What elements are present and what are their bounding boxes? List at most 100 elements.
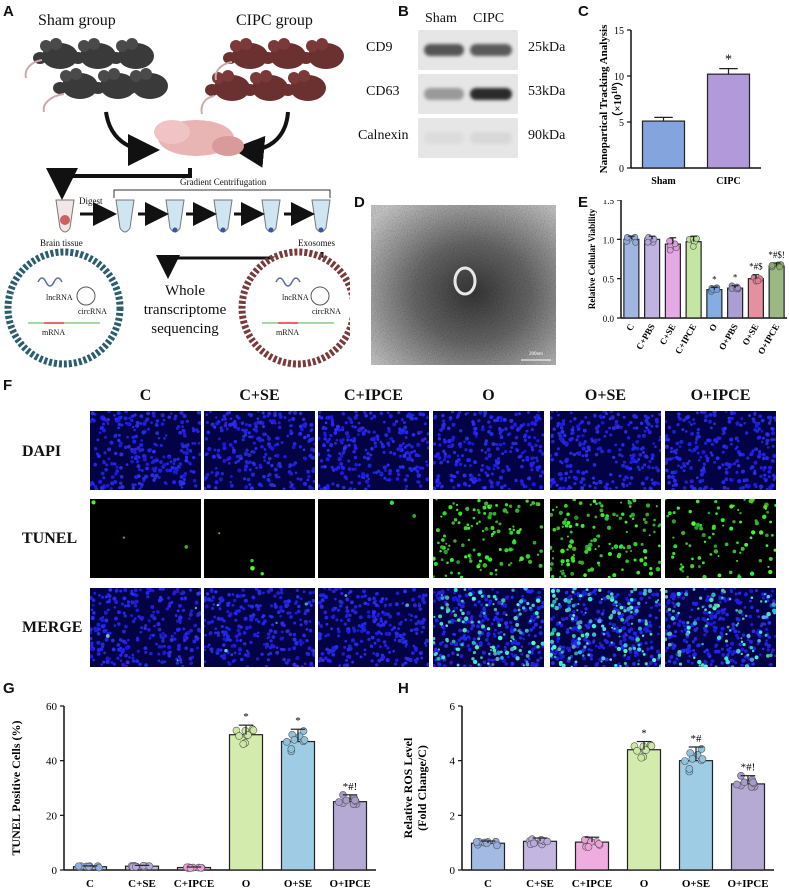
- nucleus: [587, 448, 591, 452]
- nucleus: [570, 436, 574, 441]
- tunel-positive-cell: [491, 645, 496, 650]
- nucleus: [354, 642, 358, 646]
- tunel-positive-cell: [517, 504, 521, 509]
- nucleus: [299, 618, 303, 622]
- nucleus: [495, 611, 500, 616]
- tunel-positive-cell: [702, 574, 707, 578]
- bar: [706, 73, 751, 169]
- nucleus: [245, 461, 250, 465]
- nucleus: [488, 425, 493, 429]
- nucleus: [414, 416, 418, 421]
- nucleus: [469, 664, 472, 667]
- nucleus: [425, 440, 429, 445]
- tunel-positive-cell: [601, 656, 606, 661]
- tunel-positive-cell: [697, 556, 702, 560]
- nucleus: [753, 460, 758, 465]
- nucleus: [486, 631, 491, 636]
- tunel-positive-cell: [679, 567, 683, 571]
- tunel-positive-cell: [608, 542, 611, 546]
- nucleus: [423, 422, 427, 426]
- tunel-positive-cell: [686, 575, 689, 578]
- nucleus: [695, 626, 699, 630]
- micrograph: [665, 411, 776, 490]
- nucleus: [506, 655, 510, 659]
- nucleus: [579, 480, 584, 485]
- nucleus: [255, 466, 258, 470]
- nucleus: [442, 419, 446, 423]
- nucleus: [131, 656, 135, 660]
- nucleus: [700, 472, 704, 476]
- x-tick-label: C+PBS: [634, 322, 657, 351]
- nucleus: [192, 470, 196, 474]
- nucleus: [340, 441, 344, 445]
- nucleus: [601, 611, 605, 616]
- nucleus: [141, 430, 146, 435]
- nucleus: [351, 626, 356, 630]
- nucleus: [462, 634, 466, 638]
- nucleus: [386, 411, 390, 415]
- nucleus: [533, 616, 538, 621]
- nucleus: [451, 435, 456, 440]
- nucleus: [767, 620, 772, 625]
- tunel-positive-cell: [525, 662, 530, 667]
- data-point: [689, 243, 697, 250]
- nucleus: [166, 462, 169, 466]
- nucleus: [446, 454, 452, 459]
- nucleus: [506, 433, 510, 437]
- nucleus: [253, 632, 257, 637]
- nucleus: [621, 443, 625, 447]
- nucleus: [724, 411, 728, 413]
- nucleus: [578, 597, 582, 601]
- bar: [685, 241, 702, 319]
- nucleus: [347, 443, 351, 447]
- tunel-positive-cell: [644, 621, 648, 624]
- nucleus: [346, 438, 350, 442]
- nucleus: [712, 614, 717, 619]
- nucleus: [296, 595, 300, 599]
- nucleus: [367, 463, 372, 468]
- nucleus: [298, 424, 303, 429]
- nucleus: [770, 427, 774, 431]
- tunel-positive-cell: [479, 559, 482, 563]
- nucleus: [260, 652, 264, 656]
- tunel-positive-cell: [552, 594, 556, 598]
- nucleus: [480, 603, 484, 607]
- nucleus: [612, 455, 616, 460]
- nucleus: [235, 454, 240, 459]
- tunel-positive-cell: [91, 500, 96, 505]
- nucleus: [181, 590, 185, 594]
- nucleus: [645, 426, 648, 429]
- nucleus: [381, 622, 386, 627]
- nucleus: [260, 421, 265, 425]
- nucleus: [689, 484, 694, 489]
- nucleus: [628, 481, 632, 486]
- nucleus: [486, 635, 490, 638]
- nucleus: [238, 454, 243, 458]
- tunel-positive-cell: [513, 615, 518, 621]
- nucleus: [242, 593, 246, 598]
- nucleus: [118, 638, 123, 642]
- tunel-positive-cell: [216, 603, 219, 607]
- tunel-positive-cell: [701, 561, 705, 565]
- tunel-positive-cell: [550, 639, 555, 644]
- nucleus: [346, 618, 351, 622]
- nucleus: [568, 463, 573, 468]
- tunel-positive-cell: [757, 639, 761, 643]
- nucleus: [256, 631, 260, 635]
- nucleus: [420, 438, 425, 443]
- tunel-positive-cell: [717, 573, 722, 578]
- nucleus: [555, 483, 559, 487]
- nucleus: [591, 439, 595, 443]
- nucleus: [675, 613, 679, 618]
- nucleus: [121, 629, 126, 634]
- nucleus: [230, 644, 234, 648]
- nucleus: [293, 461, 298, 465]
- nucleus: [667, 480, 672, 485]
- tunel-positive-cell: [439, 549, 442, 553]
- tunel-positive-cell: [456, 508, 459, 512]
- nucleus: [690, 423, 693, 426]
- tunel-positive-cell: [556, 632, 561, 637]
- nucleus: [155, 419, 160, 423]
- nucleus: [398, 633, 403, 638]
- nucleus: [510, 652, 514, 656]
